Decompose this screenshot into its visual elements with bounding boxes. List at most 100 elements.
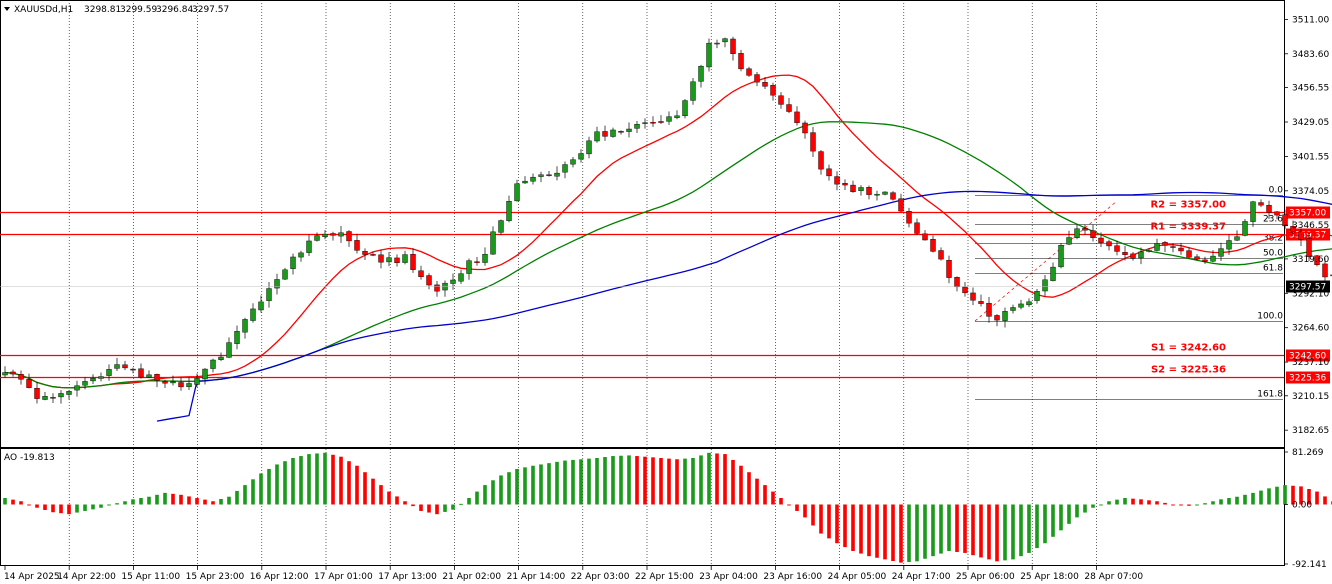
candle-bear	[138, 368, 144, 378]
ao-bar	[915, 504, 919, 562]
level-price-tag-r1	[1286, 228, 1330, 241]
level-label-s2: S2 = 3225.36	[1151, 365, 1226, 376]
time-tick-label: 15 Apr 11:00	[121, 572, 180, 582]
fib-level-label: 61.8	[1263, 264, 1283, 274]
ao-bar	[1083, 504, 1087, 513]
ao-bar	[875, 504, 879, 558]
candle-bear	[370, 254, 376, 256]
price-tick-label: 3210.15	[1292, 392, 1329, 402]
ao-bar	[419, 504, 423, 511]
pivot-levels[interactable]: R2 = 3357.00 3357.00 R1 = 3339.37 3339.37 S1…	[0, 200, 1330, 384]
candle-bear	[122, 364, 128, 369]
ao-bar	[779, 498, 783, 505]
candle-bear	[978, 301, 984, 304]
candle-bear	[1122, 252, 1128, 255]
time-tick-label: 21 Apr 02:00	[442, 572, 501, 582]
ao-bar	[435, 504, 439, 515]
candle-bear	[434, 284, 440, 292]
candle-bull	[1034, 290, 1040, 301]
ao-bar	[947, 504, 951, 551]
ao-histogram	[3, 452, 1332, 563]
candle-bull	[506, 201, 512, 221]
candle-bull	[626, 128, 632, 132]
time-tick-label: 21 Apr 14:00	[507, 572, 566, 582]
candle-bull	[466, 260, 472, 274]
ao-bar	[571, 459, 575, 505]
price-tick-label: 3483.60	[1292, 50, 1329, 60]
ao-bar	[19, 501, 23, 505]
candle-bear	[834, 176, 840, 185]
ao-bar	[475, 491, 479, 505]
candle-bear	[962, 286, 968, 294]
ao-bar	[555, 461, 559, 505]
ao-bar	[443, 504, 447, 512]
ao-bar	[171, 493, 175, 505]
candle-bull	[1042, 279, 1048, 292]
candle-bear	[954, 277, 960, 288]
fib-level-label: 38.2	[1263, 234, 1283, 244]
candle-bear	[970, 292, 976, 301]
ao-bar	[1267, 488, 1271, 505]
ao-bar	[27, 504, 31, 506]
ao-bar	[1067, 504, 1071, 524]
level-price-tag-text: 3339.37	[1289, 231, 1326, 241]
ao-bar	[387, 491, 391, 505]
ao-bar	[843, 504, 847, 548]
candle-bear	[1258, 202, 1264, 206]
level-label-s1: S1 = 3242.60	[1151, 343, 1226, 354]
candle-bear	[866, 187, 872, 195]
candle-bear	[1322, 263, 1328, 278]
ao-bar	[187, 496, 191, 505]
candle-bull	[634, 123, 640, 129]
candle-bear	[394, 257, 400, 263]
candle-bear	[762, 82, 768, 87]
ao-tick-label: 81.269	[1292, 448, 1324, 458]
time-tick-label: 17 Apr 13:00	[378, 572, 437, 582]
ao-bar	[723, 454, 727, 505]
candle-bull	[322, 233, 328, 238]
candle-bear	[922, 233, 928, 241]
candle-bear	[770, 85, 776, 96]
ao-bar	[259, 473, 263, 505]
ao-bar	[939, 504, 943, 554]
candle-bull	[1066, 237, 1072, 245]
price-axis[interactable]: 3511.00 3483.60 3456.55 3429.05 3401.55 3374.…	[0, 16, 1330, 570]
fibonacci-retracement[interactable]: 0.0 23.6 38.2 50.0 61.8 100.0 161.8	[974, 186, 1283, 400]
ao-bar	[395, 496, 399, 505]
ao-bar	[131, 499, 135, 505]
candle-bull	[874, 193, 880, 196]
ao-bar	[1195, 504, 1199, 506]
ao-bar	[59, 504, 63, 514]
ao-bar	[835, 504, 839, 544]
level-price-tag-s2	[1286, 371, 1330, 384]
candle-bull	[706, 42, 712, 68]
ao-bar	[1115, 499, 1119, 505]
candle-bear	[1266, 204, 1272, 213]
candle-bull	[698, 65, 704, 82]
candle-bear	[826, 168, 832, 177]
ao-bar	[859, 504, 863, 554]
chart-menu-triangle-icon[interactable]	[4, 7, 10, 11]
ao-bar	[1259, 490, 1263, 505]
ao-bar	[67, 504, 71, 515]
candle-bear	[1186, 250, 1192, 258]
candle-bull	[202, 368, 208, 380]
ao-bar	[547, 463, 551, 505]
candle-bull	[586, 140, 592, 155]
ao-tick-label: 0.00	[1292, 500, 1312, 510]
candle-bull	[82, 381, 88, 386]
candlestick-series	[2, 36, 1332, 404]
candle-bear	[938, 250, 944, 260]
ao-bar	[11, 499, 15, 505]
candle-bull	[250, 308, 256, 321]
candle-bull	[1050, 266, 1056, 281]
candle-bull	[226, 342, 232, 358]
time-tick-label: 15 Apr 23:00	[186, 572, 245, 582]
current-price-tag	[1286, 280, 1330, 293]
fib-trend-line[interactable]	[974, 202, 1116, 322]
candle-bear	[914, 222, 920, 234]
candle-bull	[234, 331, 240, 344]
ao-bar	[1275, 486, 1279, 505]
